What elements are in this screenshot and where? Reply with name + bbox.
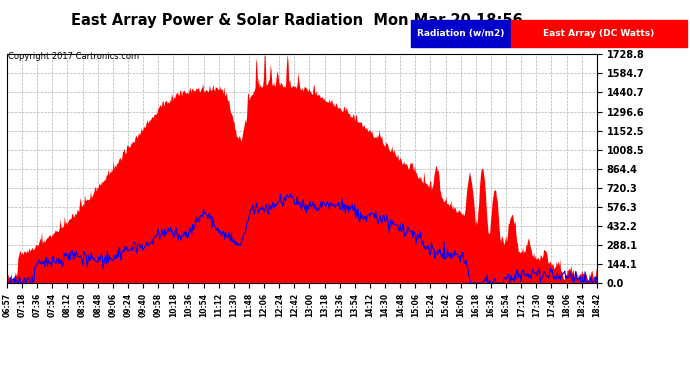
Text: Copyright 2017 Cartronics.com: Copyright 2017 Cartronics.com	[8, 52, 139, 61]
Text: East Array (DC Watts): East Array (DC Watts)	[543, 29, 654, 38]
Text: East Array Power & Solar Radiation  Mon Mar 20 18:56: East Array Power & Solar Radiation Mon M…	[71, 13, 522, 28]
Text: Radiation (w/m2): Radiation (w/m2)	[417, 29, 504, 38]
